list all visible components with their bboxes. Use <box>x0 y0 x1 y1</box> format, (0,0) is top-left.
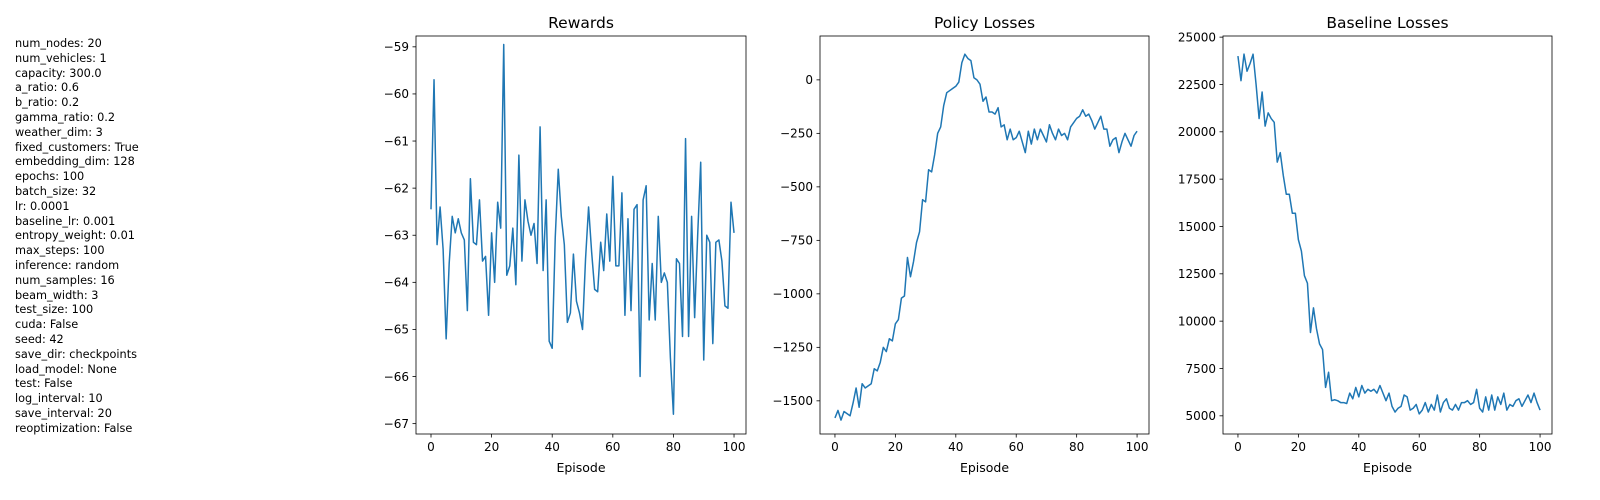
config-parameter: test_size: 100 <box>15 303 94 317</box>
x-tick-label: 0 <box>1234 440 1242 454</box>
config-parameter: gamma_ratio: 0.2 <box>15 110 116 124</box>
plot-frame <box>1222 35 1553 435</box>
y-tick-label: −64 <box>384 276 409 290</box>
config-parameter-list: num_nodes: 20 num_vehicles: 1 capacity: 30… <box>15 37 139 437</box>
y-tick-label: −66 <box>384 370 409 384</box>
config-parameter: b_ratio: 0.2 <box>15 96 80 110</box>
x-tick-label: 40 <box>1351 440 1366 454</box>
x-tick-label: 20 <box>484 440 499 454</box>
y-tick-label: −61 <box>384 134 409 148</box>
config-parameter: epochs: 100 <box>15 170 85 184</box>
y-tick-label: 20000 <box>1178 125 1216 139</box>
y-tick-label: −750 <box>780 234 813 248</box>
y-tick-label: −60 <box>384 87 409 101</box>
y-tick-label: −67 <box>384 417 409 431</box>
x-tick-label: 60 <box>605 440 620 454</box>
config-parameter: test: False <box>15 377 73 391</box>
y-tick-label: 7500 <box>1185 362 1216 376</box>
x-tick-label: 40 <box>545 440 560 454</box>
config-parameter: entropy_weight: 0.01 <box>15 229 135 243</box>
y-tick-label: 0 <box>805 73 813 87</box>
y-tick-label: −59 <box>384 40 409 54</box>
y-tick-label: 15000 <box>1178 220 1216 234</box>
y-tick-label: −250 <box>780 127 813 141</box>
x-tick-label: 80 <box>1069 440 1084 454</box>
y-tick-label: −1500 <box>772 394 813 408</box>
y-tick-label: −63 <box>384 229 409 243</box>
config-parameter: load_model: None <box>15 362 117 376</box>
series-line <box>1237 53 1541 415</box>
x-axis-label: Episode <box>1363 460 1412 475</box>
x-tick-label: 60 <box>1009 440 1024 454</box>
chart-title: Policy Losses <box>934 14 1035 32</box>
y-tick-label: −65 <box>384 323 409 337</box>
y-tick-label: 10000 <box>1178 314 1216 328</box>
config-parameter: reoptimization: False <box>15 421 133 435</box>
x-tick-label: 80 <box>1472 440 1487 454</box>
y-tick-label: 17500 <box>1178 172 1216 186</box>
config-parameter: baseline_lr: 0.001 <box>15 214 116 228</box>
y-tick-label: 25000 <box>1178 30 1216 44</box>
config-parameter: lr: 0.0001 <box>15 199 70 213</box>
x-tick-label: 20 <box>1291 440 1306 454</box>
y-tick-label: −1000 <box>772 287 813 301</box>
config-parameter: num_samples: 16 <box>15 273 115 287</box>
chart-2: 0 20 40 60 80 100 −1500 −1250 −1000 −750 −500 −250 0… <box>772 14 1150 475</box>
chart-3: 0 20 40 60 80 100 5000 7500 10000 12500 15000 17500… <box>1178 14 1553 475</box>
chart-1: 0 20 40 60 80 100 −67 −66 −65 −64 −63 −62 −61 −60 −59 R… <box>384 14 747 475</box>
chart-title: Baseline Losses <box>1326 14 1448 32</box>
config-parameter: log_interval: 10 <box>15 392 103 406</box>
config-parameter: beam_width: 3 <box>15 288 99 302</box>
series-line <box>834 53 1138 421</box>
x-tick-label: 20 <box>888 440 903 454</box>
y-tick-label: 22500 <box>1178 78 1216 92</box>
config-parameter: seed: 42 <box>15 332 64 346</box>
config-parameter: fixed_customers: True <box>15 140 139 154</box>
x-tick-label: 80 <box>666 440 681 454</box>
config-parameter: max_steps: 100 <box>15 244 105 258</box>
x-tick-label: 100 <box>1126 440 1149 454</box>
plot-frame <box>415 35 747 435</box>
config-parameter: save_dir: checkpoints <box>15 347 138 361</box>
config-parameter: a_ratio: 0.6 <box>15 81 79 95</box>
config-parameter: cuda: False <box>15 318 79 332</box>
y-tick-label: 12500 <box>1178 267 1216 281</box>
x-tick-label: 100 <box>723 440 746 454</box>
config-parameter: save_interval: 20 <box>15 406 112 420</box>
chart-title: Rewards <box>548 14 614 32</box>
y-tick-label: −1250 <box>772 341 813 355</box>
config-parameter: capacity: 300.0 <box>15 66 102 80</box>
plot-frame <box>819 35 1150 435</box>
x-axis-label: Episode <box>556 460 605 475</box>
config-parameter: inference: random <box>15 258 120 272</box>
x-tick-label: 100 <box>1529 440 1552 454</box>
x-tick-label: 60 <box>1412 440 1427 454</box>
y-tick-label: 5000 <box>1185 409 1216 423</box>
x-tick-label: 0 <box>831 440 839 454</box>
series-line <box>430 43 735 415</box>
config-parameter: num_vehicles: 1 <box>15 51 107 65</box>
config-parameter: embedding_dim: 128 <box>15 155 135 169</box>
x-tick-label: 40 <box>948 440 963 454</box>
y-tick-label: −62 <box>384 181 409 195</box>
config-parameter: weather_dim: 3 <box>15 125 103 139</box>
x-tick-label: 0 <box>427 440 435 454</box>
x-axis-label: Episode <box>960 460 1009 475</box>
config-parameter: batch_size: 32 <box>15 184 97 198</box>
y-tick-label: −500 <box>780 180 813 194</box>
config-parameter: num_nodes: 20 <box>15 37 102 50</box>
